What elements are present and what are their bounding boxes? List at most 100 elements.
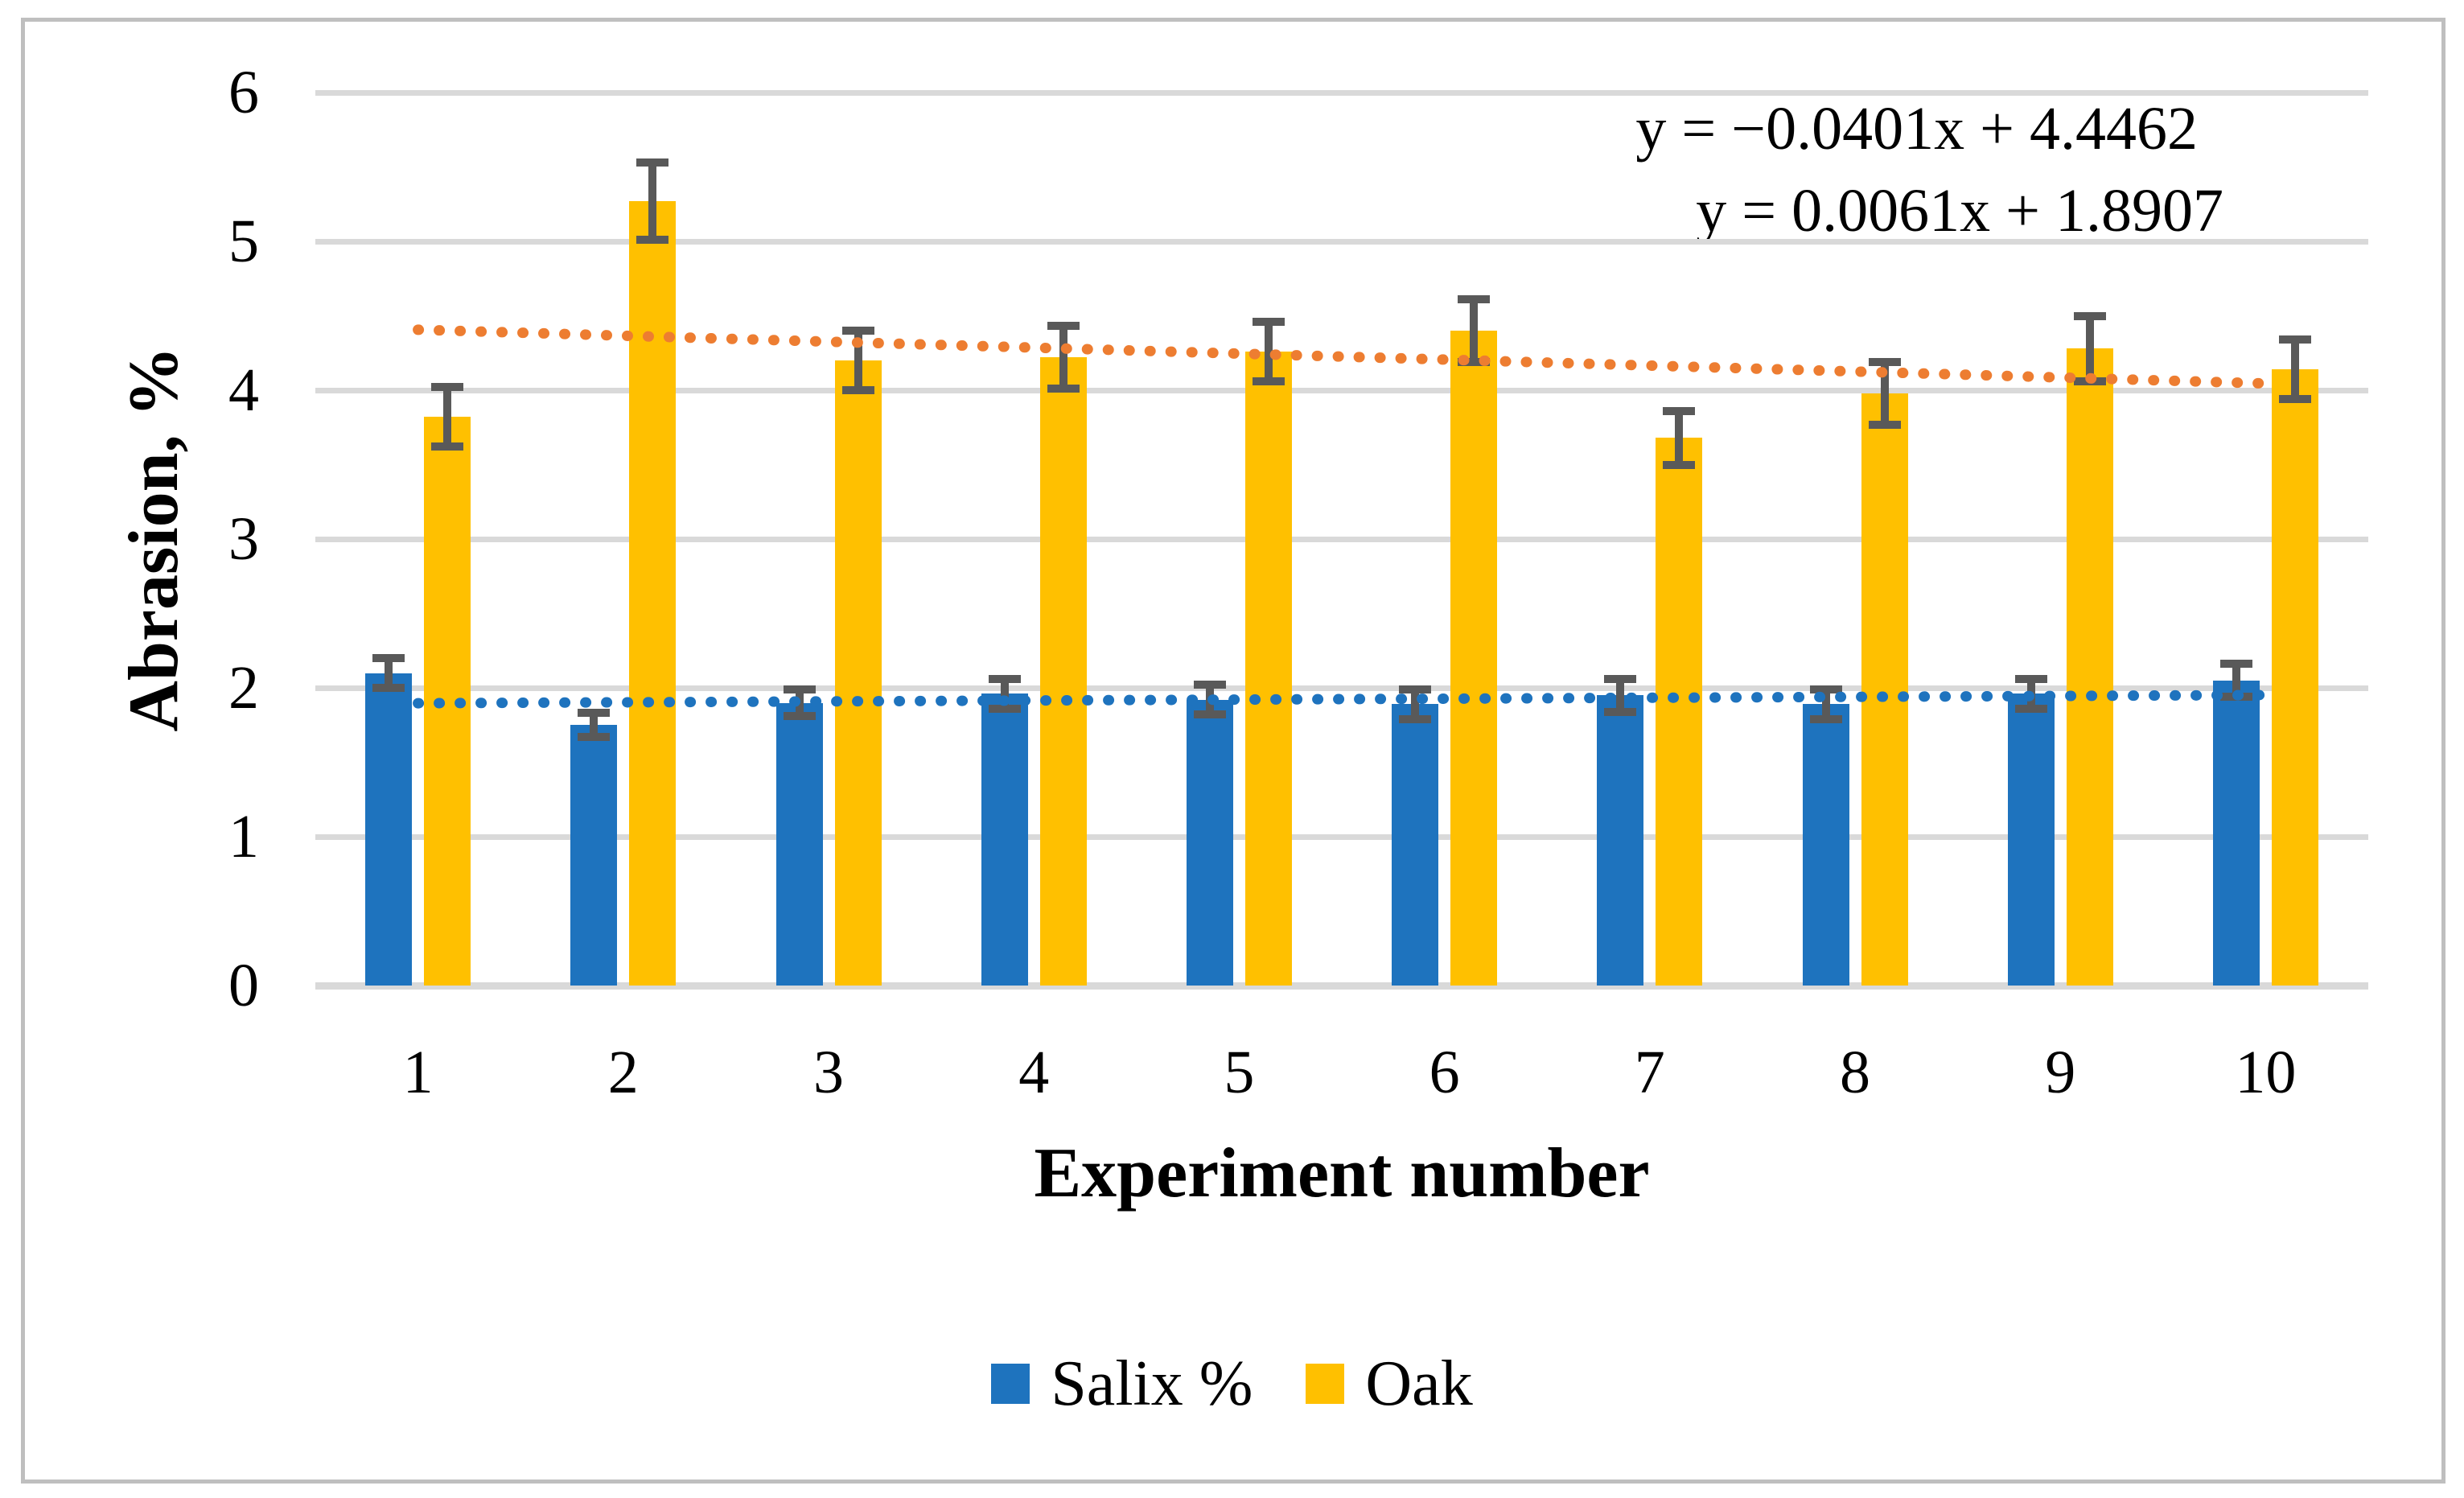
error-bar-cap-bottom-salix-7 [1604,707,1637,716]
bar-oak-8 [1861,393,1908,986]
trendline-equation-oak: y = −0.0401x + 4.4462 [1635,95,2198,163]
y-tick-label-4: 4 [228,356,259,424]
x-tick-label-2: 2 [607,1039,639,1106]
error-bar-oak-4 [1059,326,1067,389]
bar-salix-6 [1392,704,1439,986]
error-bar-oak-1 [443,387,452,447]
plot-area [315,89,2368,990]
trendline-salix [413,689,2271,709]
error-bar-cap-top-salix-6 [1399,685,1432,693]
error-bar-oak-10 [2290,340,2299,400]
x-tick-label-4: 4 [1018,1039,1050,1106]
error-bar-cap-top-salix-3 [783,685,816,693]
bar-salix-10 [2212,680,2260,986]
bar-salix-1 [365,673,413,986]
error-bar-cap-top-salix-9 [2014,674,2047,683]
trendline-equation-salix: y = 0.0061x + 1.8907 [1696,177,2223,245]
y-tick-label-5: 5 [228,208,259,275]
gridline-6 [315,89,2368,96]
trendline-oak [413,324,2271,389]
error-bar-oak-3 [854,331,862,390]
y-tick-label-1: 1 [228,803,259,870]
error-bar-oak-2 [648,162,657,241]
figure-border [21,18,2445,1484]
error-bar-cap-top-oak-6 [1458,295,1491,304]
bar-salix-5 [1186,699,1233,986]
error-bar-cap-top-oak-2 [636,158,669,167]
x-axis-title: Experiment number [1034,1134,1650,1212]
error-bar-cap-top-salix-7 [1604,674,1637,683]
error-bar-salix-4 [1000,678,1009,709]
error-bar-cap-bottom-oak-1 [431,442,464,451]
bar-oak-3 [834,360,882,986]
x-tick-label-6: 6 [1429,1039,1460,1106]
error-bar-cap-bottom-oak-6 [1458,357,1491,366]
error-bar-cap-top-oak-1 [431,383,464,392]
error-bar-cap-top-oak-4 [1047,322,1080,331]
error-bar-cap-top-oak-3 [841,327,874,335]
error-bar-cap-bottom-salix-8 [1809,714,1842,723]
error-bar-salix-10 [2232,664,2240,698]
error-bar-cap-bottom-oak-5 [1252,377,1285,385]
legend-swatch-salix [991,1364,1030,1404]
error-bar-cap-top-salix-2 [578,709,611,718]
error-bar-cap-top-oak-7 [1663,406,1696,415]
error-bar-salix-6 [1411,689,1420,719]
error-bar-cap-top-oak-8 [1868,357,1901,366]
error-bar-cap-top-oak-9 [2073,311,2106,320]
error-bar-cap-bottom-salix-1 [372,684,405,692]
bar-oak-7 [1656,438,1703,986]
error-bar-cap-top-salix-10 [2219,660,2252,669]
y-tick-label-2: 2 [228,654,259,722]
error-bar-cap-bottom-salix-9 [2014,704,2047,713]
error-bar-cap-top-salix-8 [1809,685,1842,693]
legend: Salix % Oak [0,1345,2464,1422]
error-bar-oak-7 [1675,410,1684,465]
error-bar-oak-9 [2085,315,2094,381]
error-bar-cap-top-salix-5 [1193,681,1226,689]
bar-salix-4 [981,693,1028,986]
y-tick-label-3: 3 [228,505,259,573]
bar-salix-2 [570,725,618,986]
bar-oak-10 [2271,369,2318,986]
error-bar-cap-bottom-oak-7 [1663,460,1696,469]
gridline-1 [315,833,2368,840]
x-tick-label-3: 3 [812,1039,844,1106]
error-bar-cap-top-salix-4 [988,674,1021,683]
y-tick-label-6: 6 [228,59,259,126]
bar-salix-3 [775,702,823,986]
error-bar-cap-bottom-salix-4 [988,704,1021,713]
error-bar-oak-6 [1470,299,1479,362]
error-bar-salix-1 [385,658,393,688]
legend-label-oak: Oak [1365,1348,1473,1419]
bar-salix-9 [2007,693,2055,986]
x-axis-line [315,982,2368,990]
error-bar-salix-8 [1821,689,1830,719]
trendlines-layer [413,324,2271,709]
error-bar-cap-top-salix-1 [372,654,405,662]
bar-salix-7 [1597,695,1644,986]
gridline-5 [315,238,2368,245]
x-tick-label-5: 5 [1224,1039,1255,1106]
gridline-3 [315,536,2368,542]
error-bar-cap-bottom-oak-3 [841,386,874,394]
error-bar-cap-bottom-oak-2 [636,236,669,245]
x-tick-label-8: 8 [1839,1039,1870,1106]
bar-oak-9 [2066,348,2113,986]
bar-salix-8 [1802,704,1849,986]
legend-label-salix: Salix % [1051,1348,1253,1419]
x-tick-label-10: 10 [2235,1039,2297,1106]
legend-swatch-oak [1306,1364,1345,1404]
gridline-2 [315,685,2368,691]
error-bar-oak-5 [1264,321,1273,381]
error-bar-cap-bottom-salix-3 [783,712,816,721]
error-bar-cap-bottom-oak-10 [2278,395,2311,404]
x-tick-label-7: 7 [1634,1039,1665,1106]
error-bar-salix-2 [590,713,599,738]
bar-oak-5 [1244,351,1292,986]
error-bar-cap-top-oak-10 [2278,335,2311,344]
x-tick-label-1: 1 [402,1039,434,1106]
error-bar-cap-top-oak-5 [1252,317,1285,326]
bar-oak-4 [1039,357,1087,986]
